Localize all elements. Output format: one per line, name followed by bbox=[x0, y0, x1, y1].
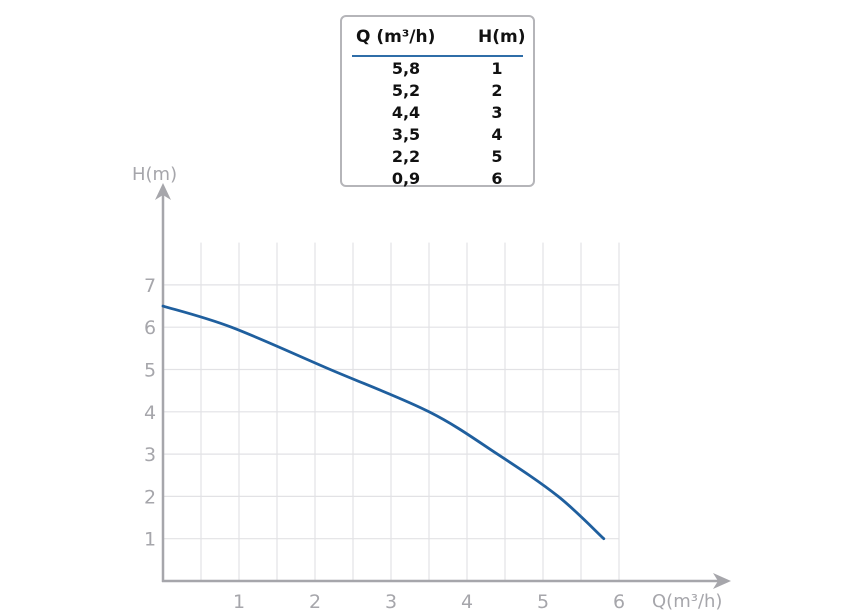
cell-h: 5 bbox=[491, 147, 503, 166]
y-tick-label: 6 bbox=[144, 317, 156, 339]
x-tick-label: 2 bbox=[309, 591, 321, 613]
x-tick-label: 3 bbox=[385, 591, 397, 613]
y-tick-label: 4 bbox=[144, 402, 156, 424]
table-row: 0,9 6 bbox=[352, 169, 523, 191]
y-tick-label: 3 bbox=[144, 444, 156, 466]
series-line bbox=[161, 304, 606, 541]
y-axis-label: H(m) bbox=[132, 164, 177, 185]
y-axis-arrow-icon bbox=[155, 183, 171, 200]
x-tick-label: 6 bbox=[613, 591, 625, 613]
grid bbox=[163, 242, 620, 581]
x-tick-label: 5 bbox=[537, 591, 549, 613]
cell-h: 2 bbox=[491, 81, 503, 100]
y-tick-label: 7 bbox=[144, 275, 156, 297]
x-tick-label: 1 bbox=[233, 591, 245, 613]
table-row: 4,4 3 bbox=[352, 103, 523, 125]
data-table: Q (m³/h) H(m) 5,8 1 5,2 2 4,4 3 3,5 4 2,2 5 0,9 6 bbox=[340, 15, 535, 188]
y-tick-label: 2 bbox=[144, 486, 156, 508]
table-row: 2,2 5 bbox=[352, 147, 523, 169]
cell-q: 0,9 bbox=[391, 169, 421, 188]
table-row: 5,8 1 bbox=[352, 59, 523, 81]
tick-labels: 1 2 3 4 5 6 1 2 3 4 5 6 7 bbox=[144, 275, 625, 613]
cell-q: 2,2 bbox=[391, 147, 421, 166]
axes: H(m) Q(m³/h) bbox=[132, 164, 731, 612]
header-q: Q (m³/h) bbox=[356, 27, 436, 47]
cell-h: 4 bbox=[491, 125, 503, 144]
table-row: 5,2 2 bbox=[352, 81, 523, 103]
header-h: H(m) bbox=[478, 27, 526, 47]
table-header: Q (m³/h) H(m) bbox=[352, 25, 526, 57]
y-tick-label: 5 bbox=[144, 360, 156, 382]
cell-h: 3 bbox=[491, 103, 503, 122]
cell-h: 1 bbox=[491, 59, 503, 78]
x-tick-label: 4 bbox=[461, 591, 473, 613]
cell-q: 5,2 bbox=[391, 81, 421, 100]
cell-q: 5,8 bbox=[391, 59, 421, 78]
x-axis-label: Q(m³/h) bbox=[652, 591, 722, 612]
y-tick-label: 1 bbox=[144, 529, 156, 551]
cell-q: 3,5 bbox=[391, 125, 421, 144]
table-row: 3,5 4 bbox=[352, 125, 523, 147]
cell-h: 6 bbox=[491, 169, 503, 188]
cell-q: 4,4 bbox=[391, 103, 421, 122]
x-axis-arrow-icon bbox=[713, 573, 731, 589]
